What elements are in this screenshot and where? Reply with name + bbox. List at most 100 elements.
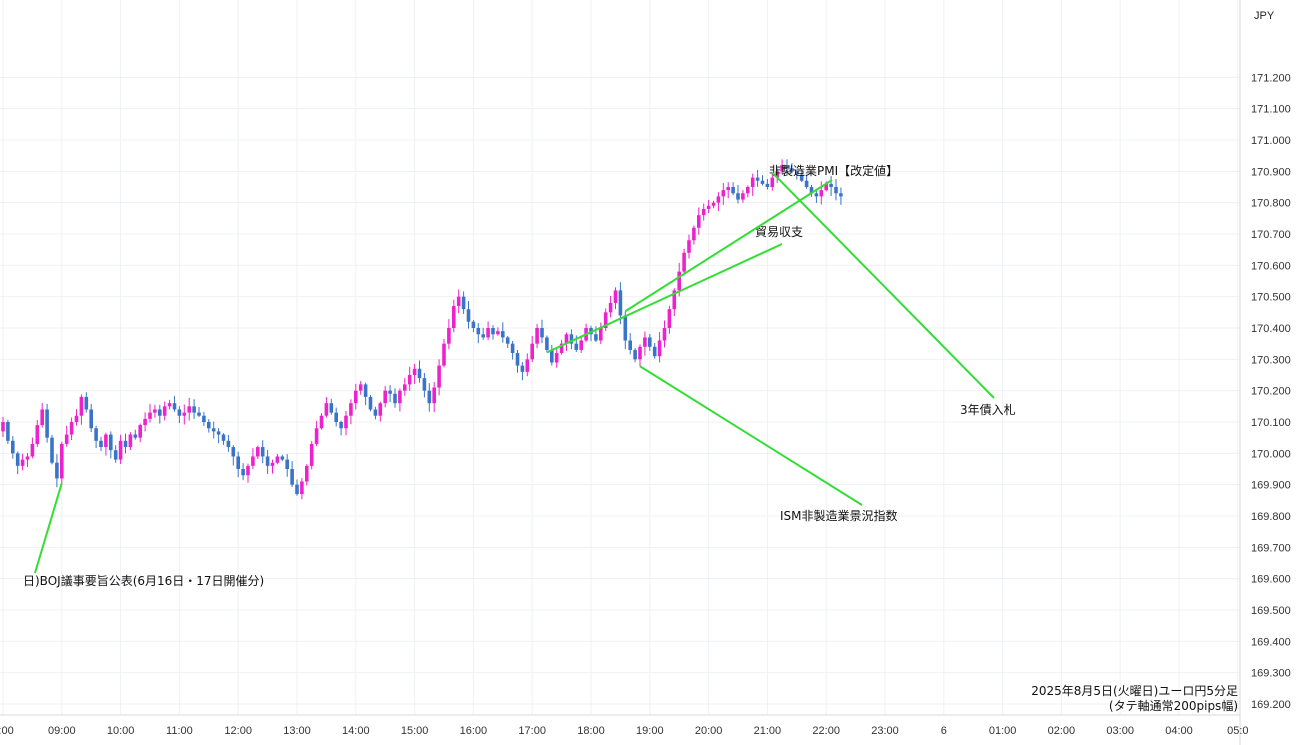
candle-down (133, 429, 138, 440)
candle-up (143, 412, 147, 432)
candle-body (1, 422, 5, 432)
candle-body (412, 368, 417, 375)
candle-body (324, 403, 329, 416)
candle-body (30, 443, 35, 457)
candle-body (40, 409, 44, 426)
candle-body (530, 343, 534, 360)
candle-down (481, 327, 485, 340)
candle-down (50, 435, 54, 465)
candle-up (69, 417, 74, 441)
candle-body (819, 190, 824, 197)
candle-up (750, 173, 755, 196)
candle-body (20, 459, 25, 466)
candle-body (535, 328, 539, 344)
candle-body (780, 165, 784, 172)
candle-body (731, 187, 735, 194)
candle-up (452, 299, 456, 333)
annotation-label: 3年債入札 (960, 402, 1016, 417)
candle-up (554, 348, 559, 368)
candle-up (643, 331, 647, 356)
candle-down (339, 420, 343, 436)
candle-up (30, 437, 35, 459)
time-tick-label: 23:00 (871, 725, 899, 737)
grid-lines (0, 0, 1240, 715)
candle-body (520, 365, 525, 372)
time-tick-label: 22:00 (812, 725, 840, 737)
candle-body (74, 415, 79, 422)
candle-body (574, 343, 579, 350)
annotation: 3年債入札 (771, 171, 1016, 417)
candle-body (407, 375, 412, 385)
candle-down (197, 407, 201, 418)
candle-up (535, 324, 539, 349)
candle-down (545, 335, 549, 353)
price-tick-label: 170.100 (1251, 417, 1291, 429)
candle-up (432, 382, 436, 413)
candle-down (373, 406, 378, 420)
candle-up (324, 397, 329, 418)
candle-down (755, 169, 760, 187)
candle-body (682, 252, 686, 272)
price-tick-label: 170.700 (1251, 229, 1291, 241)
annotation: ISM非製造業景況指数 (639, 365, 898, 523)
annotation-pointer-line (639, 365, 863, 506)
annotation-pointer-line (546, 243, 783, 354)
candle-down (628, 332, 632, 355)
candle-up (354, 383, 358, 410)
time-axis[interactable]: 8:00 09:00 10:00 11:00 12:00 13:00 14:00 15:00 1… (0, 725, 1249, 737)
candle-body (540, 328, 544, 338)
candle-body (123, 440, 128, 448)
annotation-label: 非製造業PMI【改定値】 (769, 163, 898, 178)
candle-up (746, 185, 750, 198)
candle-body (432, 387, 436, 404)
event-annotations: 日)BOJ議事要旨公表(6月16日・17日開催分) 貿易収支 非製造業PMI【改定値… (23, 163, 1016, 588)
candle-body (834, 187, 838, 194)
price-tick-label: 170.200 (1251, 386, 1291, 398)
candle-up (530, 335, 534, 362)
candle-down (295, 479, 299, 496)
candle-body (491, 328, 495, 335)
candle-up (138, 423, 142, 443)
price-tick-label: 170.900 (1251, 166, 1291, 178)
candle-body (104, 434, 108, 448)
candle-up (25, 452, 30, 467)
candle-up (657, 332, 662, 363)
candle-body (182, 412, 187, 416)
candle-up (613, 287, 618, 310)
candle-body (167, 403, 172, 407)
candle-body (486, 328, 490, 338)
candle-body (672, 290, 677, 310)
time-tick-label: 04:00 (1165, 725, 1193, 737)
candle-up (128, 432, 133, 451)
price-axis[interactable]: 171.200 171.100 171.000 170.900 170.800 170.7… (1251, 72, 1291, 711)
candle-body (692, 227, 696, 241)
candle-down (89, 403, 93, 433)
candle-up (398, 388, 402, 412)
candle-body (295, 484, 299, 495)
candle-body (35, 425, 40, 444)
candle-body (442, 343, 446, 366)
candle-down (510, 340, 515, 360)
currency-label: JPY (1254, 10, 1275, 22)
candle-down (99, 436, 103, 452)
candle-body (373, 409, 378, 416)
candle-body (569, 334, 574, 344)
candle-body (667, 309, 672, 328)
candle-up (692, 225, 696, 245)
candle-up (819, 181, 824, 205)
candle-body (383, 390, 387, 404)
candle-body (280, 456, 285, 460)
candle-body (824, 183, 828, 191)
candle-up (251, 448, 255, 470)
candle-body (300, 481, 304, 495)
candle-down (471, 320, 476, 333)
candle-body (172, 403, 177, 410)
annotation: 日)BOJ議事要旨公表(6月16日・17日開催分) (23, 482, 264, 588)
candle-body (652, 346, 657, 357)
candle-up (358, 381, 363, 395)
candle-body (422, 378, 427, 391)
candle-down (569, 329, 574, 350)
candle-body (25, 456, 30, 460)
candle-up (349, 399, 353, 425)
